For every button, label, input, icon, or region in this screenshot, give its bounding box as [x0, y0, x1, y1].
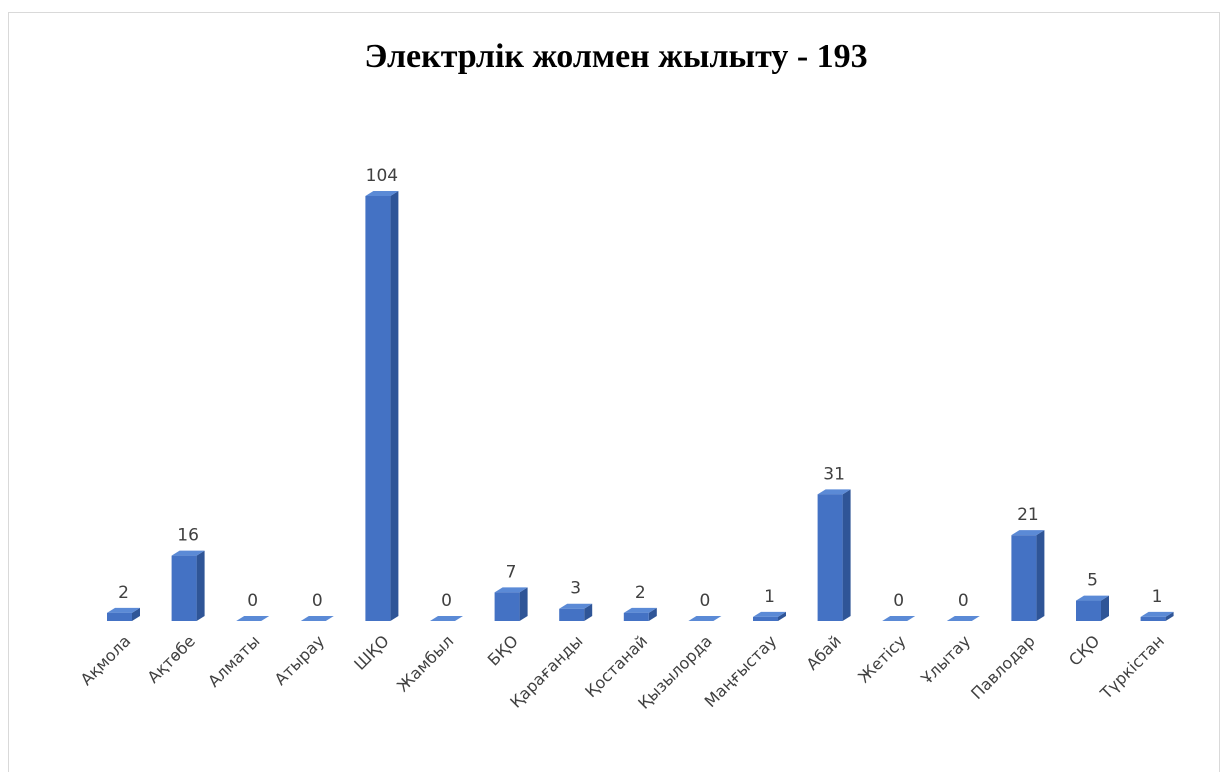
data-label: 5: [1087, 571, 1098, 591]
x-tick-label: Жетісу: [854, 631, 909, 686]
bar-front: [365, 196, 390, 621]
bar-16: [1076, 596, 1109, 621]
x-tick-label: Ақмола: [77, 631, 135, 689]
bar-top: [947, 616, 980, 621]
data-label: 31: [823, 464, 845, 484]
bar-front: [1076, 601, 1101, 621]
bar-front: [107, 613, 132, 621]
data-label: 0: [699, 591, 710, 611]
data-label: 104: [366, 166, 398, 186]
bar-4: [301, 616, 334, 621]
x-tick-label: Жамбыл: [393, 631, 457, 695]
data-label: 1: [1152, 587, 1163, 607]
x-tick-label: СҚО: [1065, 631, 1103, 669]
bar-5: [365, 191, 398, 621]
x-tick-label: ШҚО: [350, 631, 392, 673]
bar-12: [818, 489, 851, 621]
data-label: 21: [1017, 505, 1039, 525]
data-label: 16: [177, 526, 199, 546]
data-label: 0: [893, 591, 904, 611]
data-label: 2: [118, 583, 129, 603]
bar-side: [843, 489, 851, 621]
bar-side: [1036, 530, 1044, 621]
data-label: 0: [441, 591, 452, 611]
data-label: 0: [958, 591, 969, 611]
bar-9: [624, 608, 657, 621]
bar-17: [1141, 612, 1174, 621]
data-label: 0: [247, 591, 258, 611]
bar-top: [301, 616, 334, 621]
bar-1: [107, 608, 140, 621]
bar-front: [495, 592, 520, 621]
data-label: 1: [764, 587, 775, 607]
bar-7: [495, 587, 528, 621]
bar-top: [688, 616, 721, 621]
bar-front: [172, 556, 197, 621]
bar-3: [236, 616, 269, 621]
bar-side: [197, 551, 205, 621]
x-tick-label: Түркістан: [1096, 631, 1168, 703]
x-tick-label: Қостанай: [581, 631, 651, 701]
bar-top: [236, 616, 269, 621]
bar-8: [559, 604, 592, 621]
x-tick-label: Ақтөбе: [143, 631, 198, 686]
bar-top: [882, 616, 915, 621]
x-tick-label: Павлодар: [967, 631, 1039, 703]
bar-front: [559, 609, 584, 621]
bar-front: [1011, 535, 1036, 621]
bar-front: [753, 617, 778, 621]
bar-2: [172, 551, 205, 621]
bar-side: [390, 191, 398, 621]
data-label: 3: [570, 579, 581, 599]
bar-6: [430, 616, 463, 621]
x-tick-label: Алматы: [204, 631, 263, 690]
bar-11: [753, 612, 786, 621]
data-label: 2: [635, 583, 646, 603]
x-tick-label: Атырау: [271, 631, 329, 689]
x-tick-label: Ұлытау: [917, 631, 974, 688]
bar-10: [688, 616, 721, 621]
bar-front: [1141, 617, 1166, 621]
bar-top: [430, 616, 463, 621]
data-label: 7: [506, 562, 517, 582]
bar-14: [947, 616, 980, 621]
bar-side: [520, 587, 528, 621]
x-tick-label: БҚО: [484, 631, 522, 669]
bar-15: [1011, 530, 1044, 621]
x-tick-label: Абай: [802, 631, 844, 673]
bar-13: [882, 616, 915, 621]
data-label: 0: [312, 591, 323, 611]
bar-front: [624, 613, 649, 621]
bar-front: [818, 494, 843, 621]
